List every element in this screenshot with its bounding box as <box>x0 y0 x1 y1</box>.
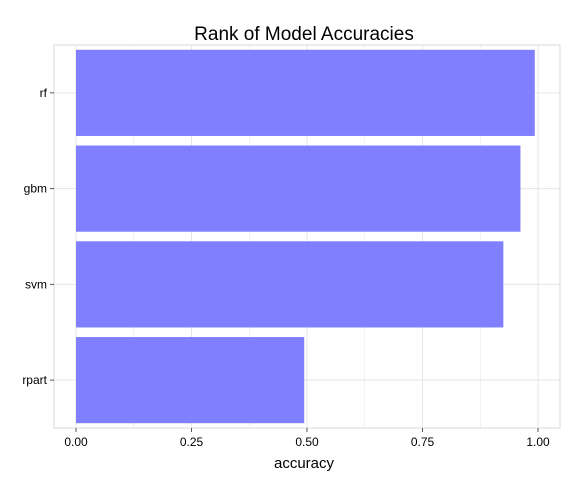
x-tick-label: 1.00 <box>526 435 550 449</box>
x-tick-label: 0.75 <box>411 435 435 449</box>
y-tick-label: svm <box>25 277 47 291</box>
y-tick-label: rf <box>40 86 48 100</box>
x-tick-label: 0.00 <box>64 435 88 449</box>
y-axis: rf gbm svm rpart <box>22 86 54 387</box>
x-axis-label: accuracy <box>274 455 335 472</box>
bar-rf <box>76 49 535 136</box>
y-tick-label: gbm <box>24 182 47 196</box>
x-axis: 0.00 0.25 0.50 0.75 1.00 <box>64 428 550 449</box>
y-tick-label: rpart <box>22 373 47 387</box>
bar-rpart <box>76 337 305 424</box>
bar-gbm <box>76 145 521 232</box>
bar-svm <box>76 241 504 328</box>
x-tick-label: 0.25 <box>180 435 204 449</box>
x-tick-label: 0.50 <box>295 435 319 449</box>
chart-title: Rank of Model Accuracies <box>194 24 414 45</box>
bars <box>76 49 535 424</box>
